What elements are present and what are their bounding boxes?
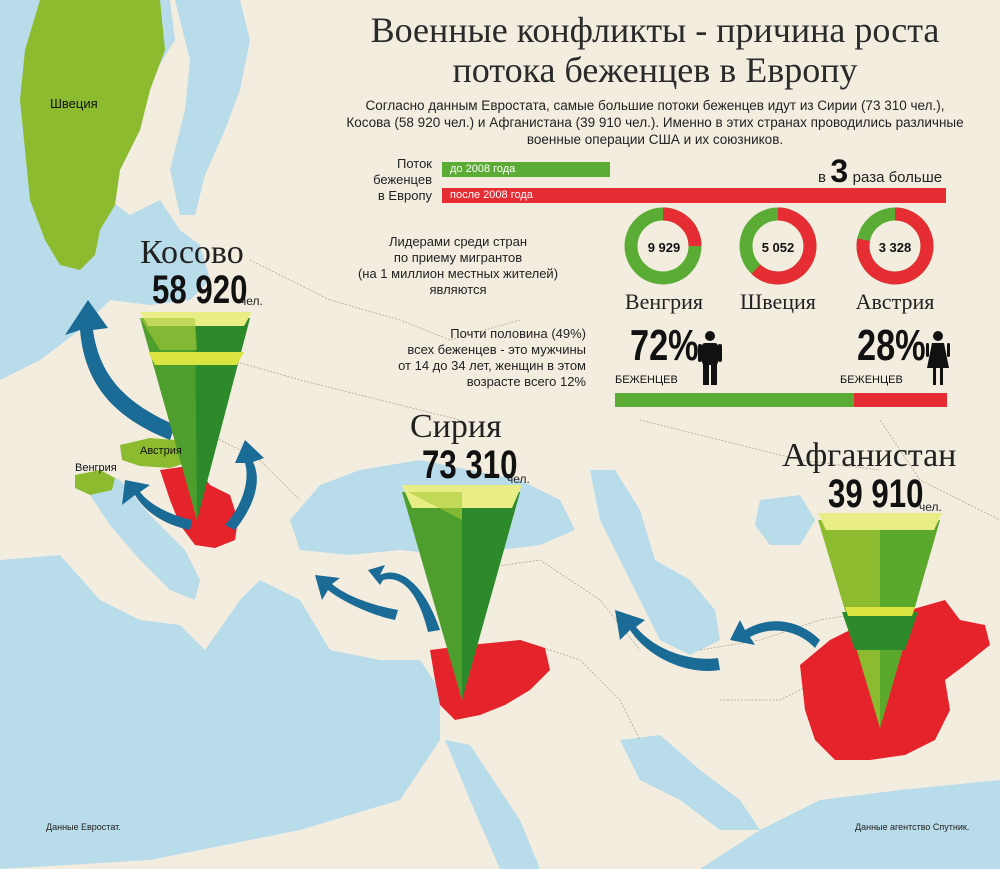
title-line-1: Военные конфликты - причина роста (370, 10, 940, 50)
arabian-sea (700, 780, 1000, 869)
women-caption: БЕЖЕНЦЕВ (840, 374, 903, 386)
gender-bar (615, 393, 947, 407)
ring-red-2 (856, 207, 934, 285)
man-icon (698, 331, 722, 385)
gender-label-line-3: от 14 до 34 лет, женщин в этом (398, 358, 586, 373)
arrow-syria-1 (368, 565, 440, 632)
ring-value-austria: 3 328 (878, 240, 912, 255)
migration-arrows (65, 300, 820, 671)
arrow-afghanistan-1 (730, 620, 820, 648)
gulf-of-bothnia (170, 0, 250, 215)
persian-gulf (620, 735, 760, 830)
afghanistan-unit: чел. (919, 500, 942, 514)
ring-label-austria: Австрия (855, 289, 935, 314)
page-title: Военные конфликты - причина роста потока… (330, 10, 980, 90)
adriatic-sea (90, 470, 200, 600)
arrow-afghanistan-2 (615, 610, 720, 671)
leaders-label-line-4: являются (429, 282, 487, 297)
arrow-kosovo-west (122, 480, 192, 530)
afghanistan-name: Афганистан (782, 437, 957, 474)
flow-multiplier-prefix: в (818, 169, 826, 186)
caspian-sea (590, 470, 720, 655)
leaders-label-line-1: Лидерами среди стран (388, 234, 528, 249)
flow-label-line-3: в Европу (377, 188, 432, 203)
syria-funnel (402, 485, 522, 700)
flow-bar-after-label: после 2008 года (450, 189, 533, 201)
gender-label-line-1: Почти половина (49%) (450, 326, 586, 341)
kosovo-name: Косово (140, 234, 244, 271)
leaders-label-line-3: (на 1 миллион местных жителей) (357, 266, 559, 281)
red-sea (445, 740, 540, 869)
kosovo-unit: чел. (240, 294, 263, 308)
sweden-region (20, 0, 165, 270)
subtitle: Согласно данным Евростата, самые большие… (346, 98, 964, 147)
woman-icon (926, 331, 950, 385)
source-right: Данные агентство Спутник. (855, 822, 970, 832)
afghanistan-funnel (818, 513, 942, 728)
women-percent: 28% (857, 321, 926, 370)
ring-value-hungary: 9 929 (647, 240, 681, 255)
syria-count: 73 310 (422, 443, 518, 487)
label-hungary: Венгрия (75, 462, 117, 474)
leaders-label-line-2: по приему мигрантов (393, 250, 523, 265)
hungary-region (75, 470, 115, 495)
label-austria: Австрия (140, 445, 182, 457)
gender-label-line-4: возрасте всего 12% (466, 374, 586, 389)
leaders-label: Лидерами среди стран по приему мигрантов… (330, 234, 586, 298)
flow-bar-before: до 2008 года (442, 162, 610, 177)
men-percent: 72% (630, 321, 699, 370)
syria-region (430, 640, 550, 720)
flow-bar-before-label: до 2008 года (450, 163, 516, 175)
source-left: Данные Евростат. (46, 822, 121, 832)
kosovo-count: 58 920 (152, 268, 248, 312)
title-line-2: потока беженцев в Европу (452, 50, 858, 90)
flow-bar-after: после 2008 года (442, 188, 946, 203)
flow-multiplier-value: 3 (830, 153, 849, 189)
men-caption: БЕЖЕНЦЕВ (615, 374, 678, 386)
kosovo-funnel (140, 312, 252, 520)
flow-label: Поток беженцев в Европу (330, 156, 432, 204)
syria-unit: чел. (507, 472, 530, 486)
flow-multiplier: в 3 раза больше (818, 153, 948, 189)
syria-name: Сирия (410, 408, 502, 445)
afghanistan-region (800, 600, 990, 760)
gender-label-line-2: всех беженцев - это мужчины (407, 342, 586, 357)
mediterranean-sea (0, 555, 440, 869)
arrow-kosovo-north-east (225, 440, 264, 530)
gender-bar-women (854, 393, 947, 407)
flow-label-line-2: беженцев (373, 172, 432, 187)
ring-label-hungary: Венгрия (624, 289, 704, 314)
arrow-kosovo-north (65, 300, 175, 440)
label-sweden: Швеция (50, 96, 98, 111)
leaders-rings (624, 207, 934, 285)
ring-red-1 (739, 207, 817, 285)
afghanistan-count: 39 910 (828, 472, 924, 516)
flow-label-line-1: Поток (396, 156, 432, 171)
aral-sea (755, 495, 815, 545)
ring-value-sweden: 5 052 (761, 240, 795, 255)
arrow-syria-2 (315, 575, 398, 620)
ring-label-sweden: Швеция (740, 289, 816, 314)
ring-red-0 (624, 207, 702, 285)
gender-label: Почти половина (49%) всех беженцев - это… (330, 326, 586, 390)
flow-multiplier-suffix: раза больше (852, 169, 943, 186)
gender-bar-men (615, 393, 855, 407)
